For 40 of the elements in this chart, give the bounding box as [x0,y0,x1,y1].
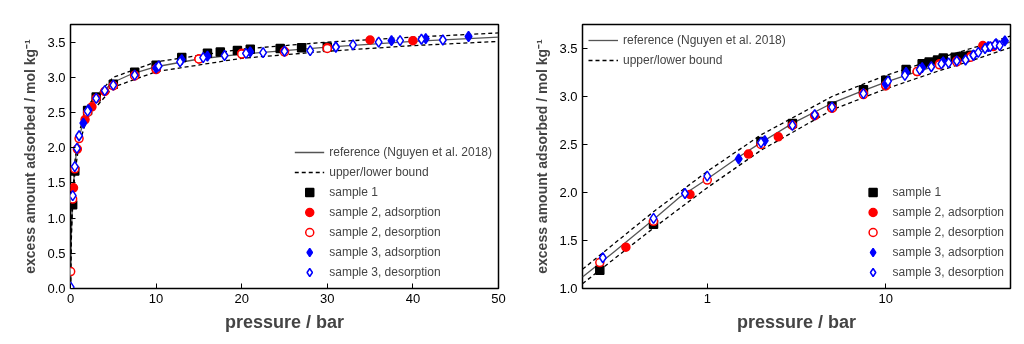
x-tick-label: 20 [234,290,249,306]
x-tick-label: 30 [320,290,335,306]
legend-label: sample 3, desorption [892,264,1004,281]
x-tick-label: 10 [148,290,164,306]
legend-label: sample 2, adsorption [892,204,1004,221]
y-tick-label: 1.5 [559,233,578,248]
y-axis-title: excess amount adsorbed / mol kg⁻¹ [22,38,39,274]
x-tick-label: 40 [405,290,421,306]
y-tick-label: 1.0 [559,281,578,296]
y-tick-label: 0.5 [47,245,66,261]
legend-label: sample 1 [892,184,942,201]
y-tick-label: 2.5 [559,137,578,152]
x-tick-label: 1 [703,290,711,306]
y-tick-label: 2.0 [559,185,578,200]
y-axis-title: excess amount adsorbed / mol kg⁻¹ [534,38,551,274]
legend-label: sample 3, adsorption [329,244,441,261]
x-tick-label: 10 [878,290,893,306]
x-tick-label: 0 [66,290,75,306]
legend-label: reference (Nguyen et al. 2018) [623,32,786,49]
y-tick-label: 3.0 [47,69,66,85]
y-tick-label: 0.0 [47,281,66,296]
legend-label: sample 2, desorption [892,224,1004,241]
y-tick-label: 2.5 [47,105,66,120]
y-tick-label: 1.0 [47,210,66,226]
y-tick-label: 2.0 [47,140,66,156]
y-tick-label: 1.5 [47,175,66,191]
y-tick-label: 3.0 [559,89,578,104]
x-tick-label: 50 [491,290,506,306]
legend-label: sample 2, adsorption [329,204,441,221]
y-tick-label: 3.5 [559,41,578,56]
legend-label: sample 2, desorption [329,224,441,241]
legend-label: reference (Nguyen et al. 2018) [329,144,492,161]
legend-label: upper/lower bound [329,164,429,181]
x-axis-title: pressure / bar [736,311,857,332]
legend-label: upper/lower bound [623,52,723,69]
legend-label: sample 3, adsorption [892,244,1004,261]
legend-label: sample 3, desorption [329,264,441,281]
x-axis-title: pressure / bar [224,311,345,332]
y-tick-label: 3.5 [47,34,66,50]
legend-label: sample 1 [329,184,378,201]
